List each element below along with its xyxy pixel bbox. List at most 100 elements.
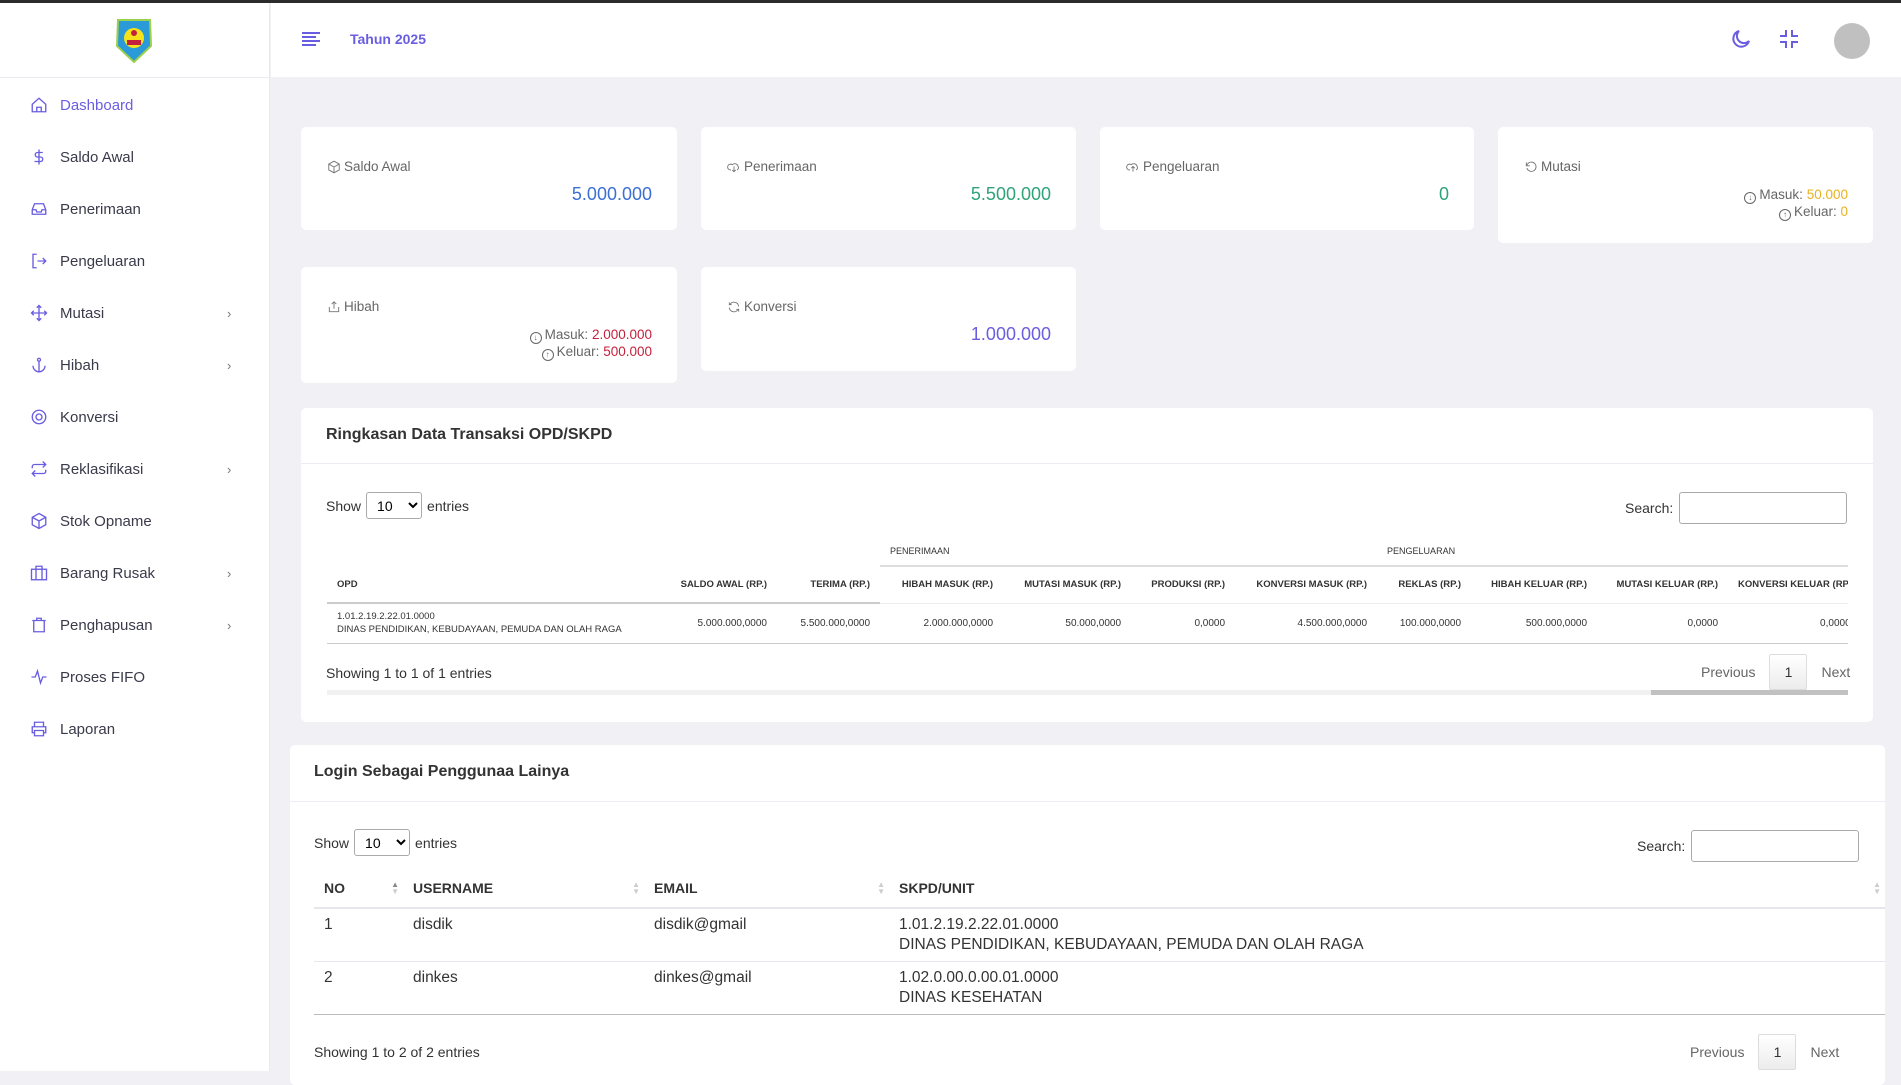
masuk-value: 2.000.000: [591, 327, 652, 342]
sidebar-item-label: Saldo Awal: [60, 148, 134, 166]
sort-icon[interactable]: ▲ ▼: [632, 880, 640, 896]
column-header[interactable]: HIBAH KELUAR (RP.): [1471, 566, 1598, 604]
card-value: 0: [1438, 184, 1449, 204]
scrollbar-thumb[interactable]: [1651, 690, 1848, 695]
table-row: 1.01.2.19.2.22.01.0000 DINAS PENDIDIKAN, …: [327, 603, 1848, 643]
sidebar-item-label: Proses FIFO: [60, 668, 146, 686]
sidebar-item-penghapusan[interactable]: Penghapusan ›: [0, 605, 270, 645]
show-label: Show: [326, 497, 362, 514]
sidebar-item-saldo-awal[interactable]: Saldo Awal: [0, 137, 270, 177]
trash-icon: [32, 617, 46, 633]
skpd-cell: 1.01.2.19.2.22.01.0000 DINAS PENDIDIKAN, …: [889, 908, 1885, 962]
window-top-border: [0, 0, 1901, 3]
sort-icon[interactable]: ▲ ▼: [877, 880, 885, 896]
menu-icon[interactable]: [301, 31, 321, 47]
sidebar-item-hibah[interactable]: Hibah ›: [0, 345, 270, 385]
table-info: Showing 1 to 1 of 1 entries: [326, 665, 492, 681]
sidebar-item-label: Mutasi: [60, 304, 105, 322]
move-icon: [30, 304, 48, 322]
page-size-select[interactable]: 10: [354, 829, 411, 856]
avatar[interactable]: [1834, 23, 1870, 59]
search-control: Search:: [1637, 830, 1860, 862]
card-konversi: Konversi 1.000.000: [701, 267, 1076, 371]
column-header[interactable]: HIBAH MASUK (RP.): [880, 566, 1004, 604]
horizontal-scrollbar[interactable]: [327, 690, 1848, 695]
panel-title: Ringkasan Data Transaksi OPD/SKPD: [326, 426, 613, 443]
column-header[interactable]: OPD: [327, 566, 660, 604]
entries-label: entries: [415, 834, 458, 851]
sidebar-item-proses-fifo[interactable]: Proses FIFO: [0, 657, 270, 697]
share-upload-icon: [328, 300, 340, 312]
show-label: Show: [314, 834, 350, 851]
panel-divider: [290, 801, 1885, 802]
page-1-button[interactable]: 1: [1758, 1034, 1797, 1070]
value-cell: 0,0000: [1687, 617, 1719, 629]
moon-icon[interactable]: [1729, 27, 1753, 51]
column-header[interactable]: SKPD/UNIT ▲ ▼: [889, 869, 1885, 909]
topbar: Tahun 2025: [271, 3, 1901, 77]
next-button[interactable]: Next: [1821, 664, 1851, 680]
username-cell: disdik: [403, 908, 644, 962]
sidebar-item-penerimaan[interactable]: Penerimaan: [0, 189, 270, 229]
card-value: 1.000.000: [970, 324, 1051, 344]
repeat-icon: [31, 461, 47, 477]
previous-button[interactable]: Previous: [1690, 1044, 1745, 1060]
sidebar-item-laporan[interactable]: Laporan: [0, 709, 270, 749]
rotate-ccw-icon: [1525, 161, 1537, 172]
next-button[interactable]: Next: [1810, 1044, 1840, 1060]
sidebar-item-stok-opname[interactable]: Stok Opname: [0, 501, 270, 541]
sidebar-item-konversi[interactable]: Konversi: [0, 397, 270, 437]
home-icon: [31, 97, 47, 113]
no-cell: 1: [314, 908, 403, 962]
activity-icon: [31, 668, 47, 686]
page-size-select[interactable]: 10: [366, 492, 423, 519]
previous-button[interactable]: Previous: [1701, 664, 1756, 680]
table-row[interactable]: 2 dinkes dinkes@gmail 1.02.0.00.0.00.01.000…: [314, 961, 1885, 1015]
cloud-upload-icon: [1126, 162, 1138, 172]
skpd-code: 1.01.2.19.2.22.01.0000: [899, 916, 1059, 933]
column-header[interactable]: TERIMA (RP.): [777, 566, 881, 604]
card-title: Saldo Awal: [344, 159, 411, 174]
value-cell: 100.000,0000: [1399, 617, 1462, 629]
minimize-icon[interactable]: [1777, 27, 1801, 51]
sidebar-item-label: Laporan: [60, 720, 116, 738]
login-lain-panel: Login Sebagai Penggunaa Lainya Show 10 e…: [290, 745, 1885, 1085]
masuk-label: Masuk:: [544, 327, 589, 342]
masuk-label: Masuk:: [1759, 187, 1803, 202]
sidebar-item-reklasifikasi[interactable]: Reklasifikasi ›: [0, 449, 270, 489]
search-input[interactable]: [1679, 492, 1848, 524]
column-header[interactable]: KONVERSI KELUAR (RP.): [1728, 566, 1848, 604]
column-header[interactable]: MUTASI MASUK (RP.): [1003, 566, 1132, 604]
sort-icon[interactable]: ▲ ▼: [1873, 880, 1881, 896]
sidebar-item-pengeluaran[interactable]: Pengeluaran: [0, 241, 270, 281]
column-header[interactable]: REKLAS (RP.): [1377, 566, 1472, 604]
sidebar-item-label: Pengeluaran: [60, 252, 146, 270]
sidebar-item-label: Konversi: [60, 408, 119, 426]
email-cell: dinkes@gmail: [644, 961, 889, 1015]
column-header[interactable]: SALDO AWAL (RP.): [660, 566, 777, 604]
card-title: Penerimaan: [744, 159, 817, 174]
masuk-value: 50.000: [1806, 187, 1848, 202]
page-1-button[interactable]: 1: [1769, 654, 1808, 690]
sidebar-item-mutasi[interactable]: Mutasi ›: [0, 293, 270, 333]
column-header[interactable]: USERNAME ▲ ▼: [403, 869, 644, 909]
column-header[interactable]: EMAIL ▲ ▼: [644, 869, 889, 909]
sidebar-item-barang-rusak[interactable]: Barang Rusak ›: [0, 553, 270, 593]
chevron-right-icon: ›: [227, 565, 232, 581]
sort-icon[interactable]: ▲ ▼: [391, 880, 399, 896]
card-saldo-awal: Saldo Awal 5.000.000: [301, 127, 677, 230]
search-input[interactable]: [1691, 830, 1860, 862]
column-header[interactable]: PRODUKSI (RP.): [1131, 566, 1236, 604]
column-header[interactable]: NO ▲ ▼: [314, 869, 403, 909]
arrow-down-circle-icon: ↓: [529, 332, 542, 344]
column-header[interactable]: MUTASI KELUAR (RP.): [1597, 566, 1729, 604]
column-header[interactable]: KONVERSI MASUK (RP.): [1235, 566, 1378, 604]
column-header-label: EMAIL: [654, 880, 698, 896]
sidebar-item-label: Hibah: [60, 356, 100, 374]
sidebar-item-dashboard[interactable]: Dashboard: [0, 85, 270, 125]
card-title: Pengeluaran: [1143, 159, 1220, 174]
year-label[interactable]: Tahun 2025: [350, 31, 426, 47]
column-header-label: SKPD/UNIT: [899, 880, 975, 896]
card-title: Mutasi: [1541, 159, 1581, 174]
table-row[interactable]: 1 disdik disdik@gmail 1.01.2.19.2.22.01.000…: [314, 908, 1885, 962]
